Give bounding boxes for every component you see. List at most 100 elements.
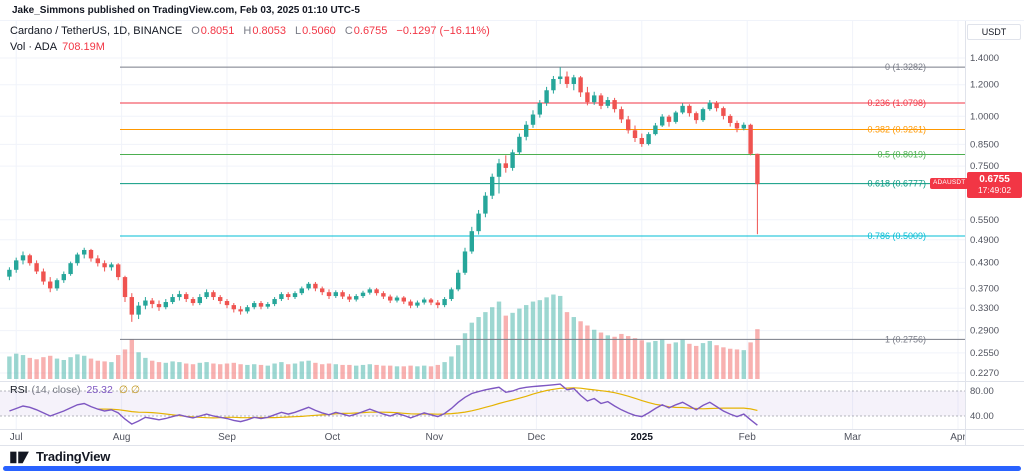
candle-body	[748, 124, 753, 154]
candle-body	[558, 76, 563, 80]
candle-body	[680, 105, 685, 113]
candle-body	[340, 292, 345, 297]
tradingview-logo-icon[interactable]	[10, 449, 30, 465]
candle-body	[517, 136, 522, 153]
fib-label: 0 (1.3282)	[885, 62, 926, 72]
candle-body	[313, 283, 318, 289]
candle-body	[82, 249, 87, 255]
volume-bar	[163, 362, 168, 379]
ohlc-low: L0.5060	[295, 25, 336, 37]
ohlc-close: C0.6755	[344, 25, 388, 37]
time-axis-label: Apr	[950, 432, 966, 443]
horizontal-scrollbar[interactable]	[3, 466, 1021, 471]
candle-body	[27, 255, 32, 264]
price-axis-label: 1.0000	[970, 111, 999, 122]
rsi-params: (14, close)	[31, 384, 81, 396]
volume-bar	[102, 361, 107, 379]
candle-body	[755, 153, 760, 185]
volume-bar	[252, 364, 257, 379]
candle-body	[510, 152, 515, 168]
volume-bar	[442, 362, 447, 379]
candle-body	[272, 299, 277, 305]
volume-bar	[585, 325, 590, 379]
fib-label: 0.382 (0.9261)	[867, 125, 926, 135]
volume-bar	[88, 358, 94, 379]
price-axis-label: 1.2000	[970, 80, 999, 91]
volume-bar	[136, 352, 141, 379]
volume-bar	[320, 364, 325, 379]
rsi-value: 25.32	[86, 384, 113, 396]
candle-body	[469, 231, 474, 252]
candle-body	[109, 264, 114, 268]
volume-bar	[571, 317, 576, 379]
candle-body	[258, 303, 264, 307]
candle-body	[660, 116, 665, 126]
volume-bar	[728, 348, 733, 379]
symbol-title[interactable]: Cardano / TetherUS, 1D, BINANCE	[10, 25, 183, 37]
candle-body	[299, 288, 304, 294]
candle-body	[347, 296, 352, 300]
candle-body	[585, 92, 590, 103]
candle-body	[592, 95, 597, 103]
time-axis-label: Jul	[10, 432, 23, 443]
candle-body	[462, 251, 468, 273]
candle-body	[598, 95, 604, 106]
candle-body	[626, 119, 631, 131]
volume-bar	[48, 355, 53, 379]
candle-body	[20, 255, 26, 261]
candle-body	[401, 297, 406, 302]
volume-bar	[496, 301, 502, 379]
volume-bar	[517, 308, 522, 379]
volume-bar	[551, 294, 556, 379]
volume-bar	[687, 343, 692, 379]
volume-bar	[82, 355, 87, 379]
candle-body	[449, 289, 454, 300]
tradingview-wordmark[interactable]: TradingView	[36, 449, 111, 464]
candle-body	[122, 277, 128, 298]
volume-bar	[367, 364, 372, 379]
volume-bar	[483, 312, 488, 379]
volume-bar	[653, 340, 658, 379]
candle-body	[326, 292, 332, 297]
candle-body	[503, 163, 508, 168]
price-axis-label: 0.3300	[970, 303, 999, 314]
candle-body	[61, 274, 66, 281]
volume-bar	[422, 365, 427, 379]
axis-currency-label[interactable]: USDT	[967, 24, 1021, 40]
time-axis-label: Mar	[844, 432, 862, 443]
volume-value: 708.19M	[62, 41, 105, 53]
volume-bar	[707, 340, 712, 379]
candle-body	[279, 294, 284, 300]
time-axis-label: 2025	[631, 432, 654, 443]
candle-body	[354, 296, 359, 300]
candle-body	[286, 294, 291, 298]
price-axis-label: 1.4000	[970, 53, 999, 64]
volume-bar	[394, 366, 400, 379]
volume-bar	[279, 362, 284, 379]
candle-body	[34, 263, 39, 272]
candle-body	[428, 299, 434, 303]
chart-area[interactable]: Jul Aug Sep Oct Nov Dec 2025 Feb Mar Apr 1.4000 1.2…	[0, 20, 1024, 446]
volume-bar	[558, 295, 563, 379]
candle-body	[224, 301, 230, 306]
volume-bar	[524, 305, 529, 379]
candle-body	[422, 299, 427, 303]
volume-bar	[490, 307, 495, 379]
rsi-line	[9, 383, 758, 426]
candle-body	[714, 102, 719, 109]
volume-bar	[211, 363, 216, 379]
time-axis-label: Aug	[113, 432, 131, 443]
time-axis-label: Nov	[426, 432, 444, 443]
volume-bar	[245, 364, 250, 379]
volume-bar	[612, 336, 617, 379]
candle-body	[150, 300, 155, 305]
candle-body	[177, 294, 182, 298]
candle-body	[456, 272, 461, 290]
volume-bar	[510, 312, 515, 379]
volume-bar	[666, 343, 672, 379]
volume-bar	[7, 356, 12, 379]
candle-body	[653, 125, 658, 135]
price-chart-svg[interactable]: Jul Aug Sep Oct Nov Dec 2025 Feb Mar Apr 1.4000 1.2…	[0, 21, 1024, 446]
volume-bar	[184, 363, 189, 379]
candle-body	[333, 292, 338, 297]
